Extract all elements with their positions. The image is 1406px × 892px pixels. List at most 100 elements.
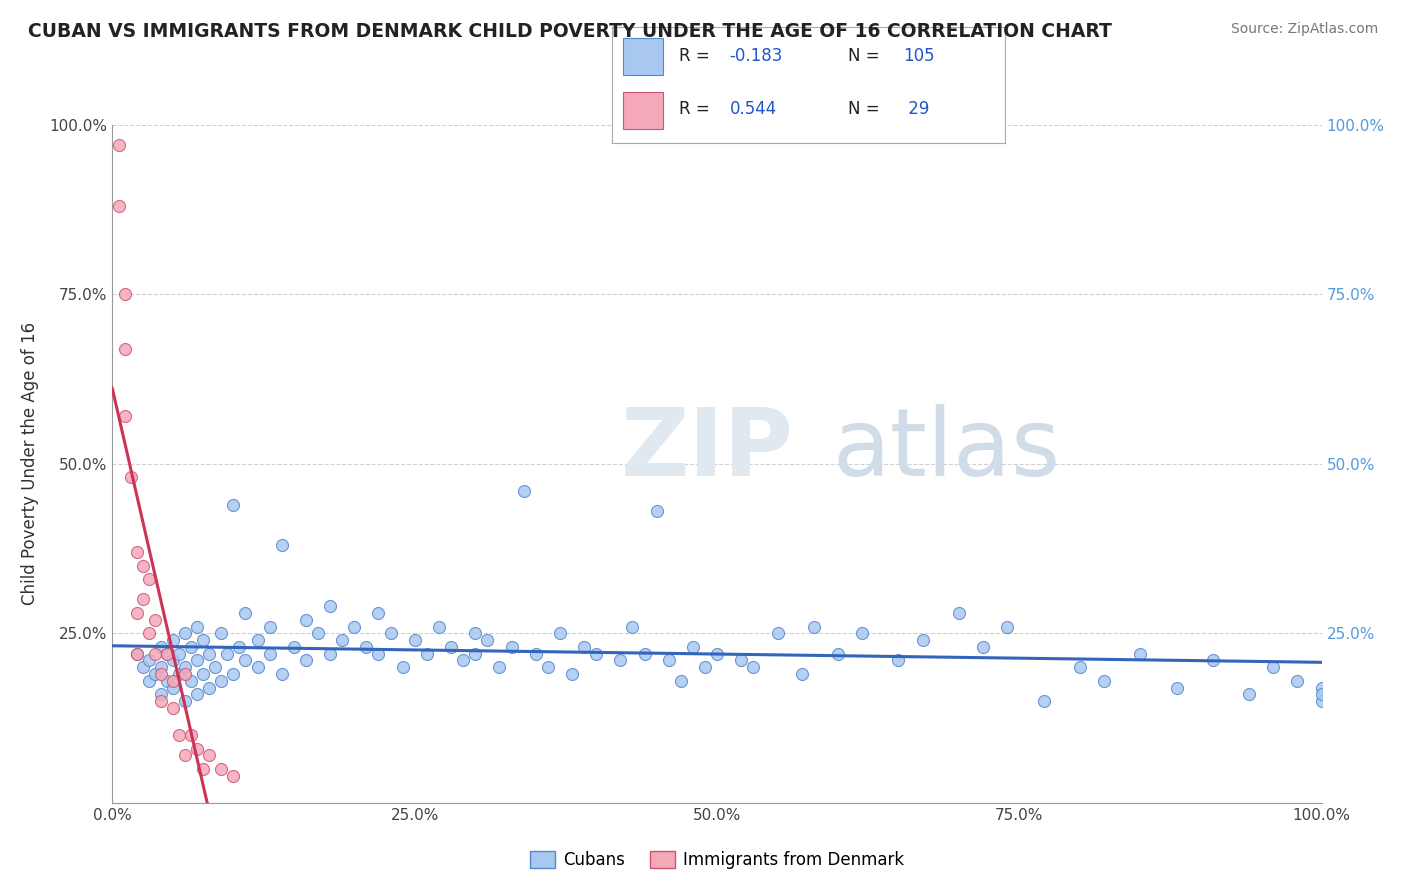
Point — [1129, 647, 1152, 661]
Point — [270, 538, 292, 552]
Point — [803, 619, 825, 633]
Point — [186, 653, 208, 667]
Point — [730, 653, 752, 667]
Point — [217, 647, 239, 661]
Point — [143, 647, 166, 661]
Point — [125, 606, 148, 620]
Point — [693, 660, 716, 674]
Point — [174, 694, 197, 708]
Point — [319, 599, 342, 614]
Point — [319, 647, 342, 661]
Point — [132, 558, 155, 573]
Point — [209, 762, 232, 776]
Text: -0.183: -0.183 — [730, 47, 783, 65]
Point — [416, 647, 439, 661]
Text: N =: N = — [848, 100, 884, 118]
Point — [149, 694, 172, 708]
Point — [186, 619, 208, 633]
Point — [283, 640, 305, 654]
Point — [356, 640, 378, 654]
Point — [191, 762, 214, 776]
Point — [138, 673, 160, 688]
Point — [120, 470, 142, 484]
Point — [114, 409, 136, 424]
Y-axis label: Child Poverty Under the Age of 16: Child Poverty Under the Age of 16 — [21, 322, 38, 606]
Point — [1286, 673, 1309, 688]
Point — [766, 626, 789, 640]
Point — [1310, 681, 1333, 695]
Text: R =: R = — [679, 47, 714, 65]
Point — [162, 681, 184, 695]
Point — [138, 653, 160, 667]
Point — [198, 681, 221, 695]
Point — [524, 647, 547, 661]
Point — [143, 613, 166, 627]
Point — [621, 619, 644, 633]
Point — [440, 640, 463, 654]
Point — [222, 667, 245, 681]
Point — [295, 653, 318, 667]
Point — [191, 667, 214, 681]
Point — [149, 667, 172, 681]
Point — [162, 701, 184, 715]
Point — [537, 660, 560, 674]
Legend: Cubans, Immigrants from Denmark: Cubans, Immigrants from Denmark — [523, 845, 911, 876]
Point — [367, 606, 389, 620]
Point — [156, 647, 179, 661]
Point — [162, 653, 184, 667]
Point — [827, 647, 849, 661]
Point — [548, 626, 571, 640]
Point — [669, 673, 692, 688]
Point — [162, 673, 184, 688]
FancyBboxPatch shape — [623, 38, 662, 76]
Text: atlas: atlas — [832, 404, 1060, 496]
Point — [1310, 687, 1333, 701]
Point — [488, 660, 510, 674]
Point — [259, 619, 281, 633]
Point — [790, 667, 813, 681]
Point — [180, 640, 202, 654]
Point — [125, 647, 148, 661]
Point — [174, 660, 197, 674]
Point — [180, 673, 202, 688]
Point — [1032, 694, 1054, 708]
Point — [477, 633, 499, 648]
Point — [1166, 681, 1188, 695]
Text: CUBAN VS IMMIGRANTS FROM DENMARK CHILD POVERTY UNDER THE AGE OF 16 CORRELATION C: CUBAN VS IMMIGRANTS FROM DENMARK CHILD P… — [28, 22, 1112, 41]
Point — [572, 640, 595, 654]
Point — [1237, 687, 1260, 701]
Point — [343, 619, 366, 633]
Point — [742, 660, 765, 674]
Point — [706, 647, 728, 661]
Text: 105: 105 — [903, 47, 935, 65]
Point — [911, 633, 934, 648]
Point — [246, 633, 269, 648]
Point — [204, 660, 226, 674]
Point — [501, 640, 523, 654]
Point — [427, 619, 450, 633]
Point — [1263, 660, 1285, 674]
Point — [138, 572, 160, 586]
Point — [464, 626, 486, 640]
Point — [658, 653, 681, 667]
Point — [633, 647, 655, 661]
Point — [209, 626, 232, 640]
Point — [307, 626, 329, 640]
Point — [222, 769, 245, 783]
Point — [1310, 694, 1333, 708]
Point — [156, 647, 179, 661]
Point — [186, 741, 208, 756]
Point — [138, 626, 160, 640]
Point — [609, 653, 631, 667]
Point — [887, 653, 910, 667]
Point — [246, 660, 269, 674]
Text: 0.544: 0.544 — [730, 100, 778, 118]
Point — [367, 647, 389, 661]
Point — [995, 619, 1018, 633]
Point — [156, 673, 179, 688]
Text: Source: ZipAtlas.com: Source: ZipAtlas.com — [1230, 22, 1378, 37]
Point — [174, 626, 197, 640]
Point — [972, 640, 994, 654]
Point — [1202, 653, 1225, 667]
Point — [198, 647, 221, 661]
